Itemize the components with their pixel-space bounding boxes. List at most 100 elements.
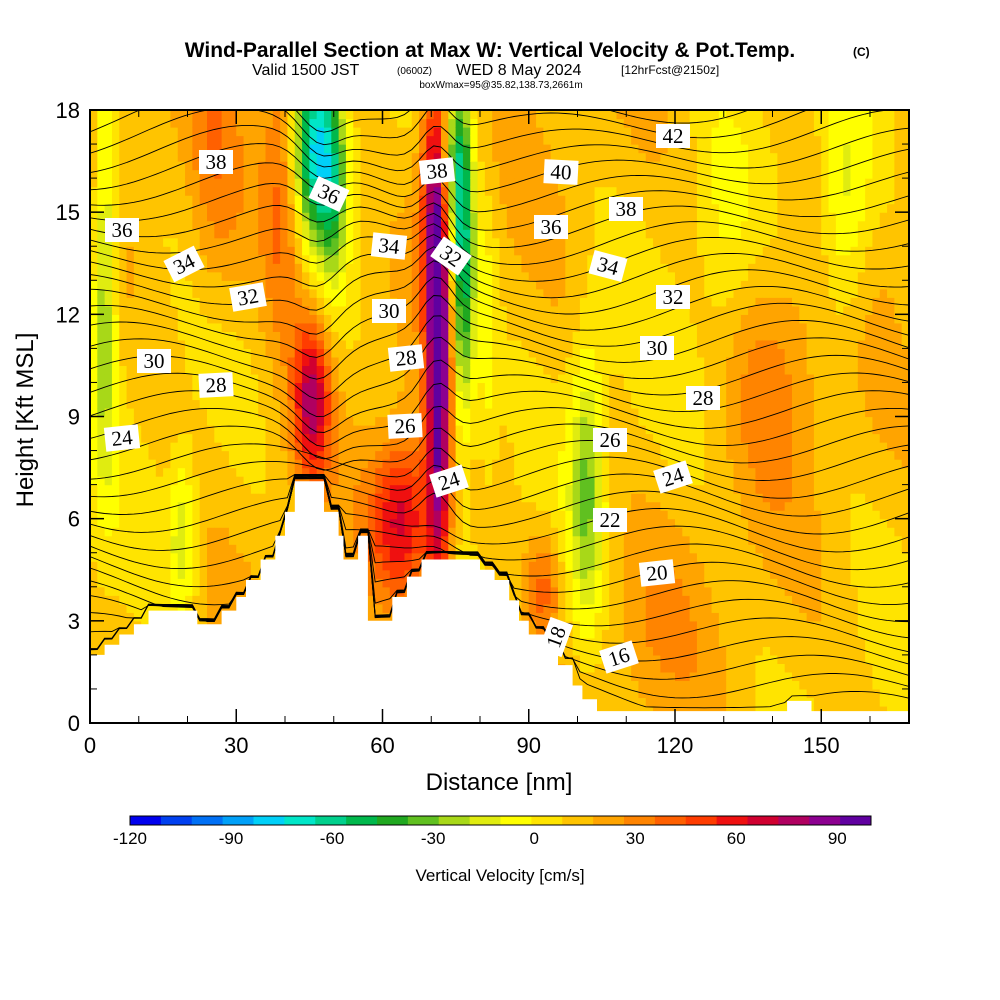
velocity-cell — [111, 586, 120, 596]
velocity-cell — [565, 237, 574, 247]
velocity-cell — [97, 620, 106, 630]
velocity-cell — [294, 195, 303, 205]
velocity-cell — [433, 382, 442, 392]
velocity-cell — [470, 382, 479, 392]
velocity-cell — [404, 127, 413, 137]
velocity-cell — [199, 288, 208, 298]
velocity-cell — [448, 399, 457, 409]
velocity-cell — [126, 135, 135, 145]
velocity-cell — [163, 425, 172, 435]
velocity-cell — [455, 195, 464, 205]
velocity-cell — [258, 127, 267, 137]
velocity-cell — [345, 467, 354, 477]
velocity-cell — [382, 144, 391, 154]
velocity-cell — [250, 535, 259, 545]
velocity-cell — [506, 561, 515, 571]
velocity-cell — [587, 169, 596, 179]
velocity-cell — [477, 339, 486, 349]
velocity-cell — [97, 339, 106, 349]
velocity-cell — [192, 220, 201, 230]
velocity-cell — [426, 127, 435, 137]
velocity-cell — [207, 331, 215, 341]
velocity-cell — [243, 442, 252, 452]
velocity-cell — [382, 118, 391, 128]
velocity-cell — [492, 322, 501, 332]
velocity-cell — [192, 552, 201, 562]
velocity-cell — [243, 467, 252, 477]
velocity-cell — [441, 433, 449, 443]
velocity-cell — [207, 425, 215, 435]
velocity-cell — [199, 578, 208, 588]
velocity-cell — [514, 220, 523, 230]
velocity-cell — [272, 229, 281, 239]
velocity-cell — [90, 407, 98, 418]
velocity-cell — [441, 390, 449, 401]
velocity-cell — [375, 339, 384, 349]
velocity-cell — [419, 263, 427, 273]
velocity-cell — [170, 348, 179, 358]
velocity-cell — [389, 442, 398, 452]
velocity-cell — [477, 161, 486, 171]
velocity-cell — [272, 476, 281, 486]
velocity-cell — [265, 493, 274, 503]
velocity-cell — [111, 578, 120, 588]
velocity-cell — [404, 365, 413, 375]
velocity-cell — [411, 518, 420, 528]
velocity-cell — [302, 322, 310, 332]
velocity-cell — [579, 654, 588, 664]
velocity-cell — [484, 450, 493, 460]
velocity-cell — [309, 203, 318, 213]
velocity-cell — [345, 356, 354, 367]
velocity-cell — [382, 484, 391, 494]
velocity-cell — [455, 152, 464, 162]
velocity-cell — [228, 127, 237, 137]
velocity-cell — [148, 518, 157, 528]
velocity-cell — [345, 527, 354, 537]
velocity-cell — [90, 535, 98, 545]
velocity-cell — [243, 135, 252, 145]
velocity-cell — [126, 297, 135, 307]
velocity-cell — [126, 595, 135, 605]
velocity-cell — [287, 186, 296, 196]
velocity-cell — [411, 373, 420, 384]
velocity-cell — [572, 288, 581, 298]
velocity-cell — [141, 246, 150, 256]
velocity-cell — [353, 527, 362, 537]
velocity-cell — [572, 552, 581, 562]
velocity-cell — [163, 229, 172, 239]
velocity-cell — [97, 135, 106, 145]
velocity-cell — [528, 382, 537, 392]
velocity-cell — [126, 416, 135, 426]
velocity-cell — [192, 212, 201, 222]
velocity-cell — [353, 254, 362, 264]
velocity-cell — [404, 110, 413, 120]
velocity-cell — [287, 246, 296, 256]
velocity-cell — [441, 271, 449, 281]
velocity-cell — [360, 195, 369, 205]
velocity-cell — [119, 476, 128, 486]
velocity-cell — [155, 535, 164, 545]
velocity-cell — [243, 314, 252, 324]
velocity-cell — [111, 348, 120, 358]
velocity-cell — [528, 237, 537, 247]
velocity-cell — [397, 135, 406, 145]
velocity-cell — [433, 433, 442, 443]
velocity-cell — [111, 493, 120, 503]
velocity-cell — [141, 373, 150, 384]
velocity-cell — [170, 416, 179, 426]
velocity-cell — [148, 442, 157, 452]
velocity-cell — [492, 195, 501, 205]
velocity-cell — [404, 407, 413, 418]
velocity-cell — [514, 144, 523, 154]
velocity-cell — [111, 595, 120, 605]
velocity-cell — [587, 467, 596, 477]
velocity-cell — [367, 459, 376, 469]
velocity-cell — [484, 535, 493, 545]
velocity-cell — [499, 229, 508, 239]
velocity-cell — [462, 127, 471, 137]
velocity-cell — [258, 501, 267, 511]
velocity-cell — [192, 399, 201, 409]
velocity-cell — [272, 425, 281, 435]
velocity-cell — [258, 169, 267, 179]
velocity-cell — [536, 118, 544, 128]
